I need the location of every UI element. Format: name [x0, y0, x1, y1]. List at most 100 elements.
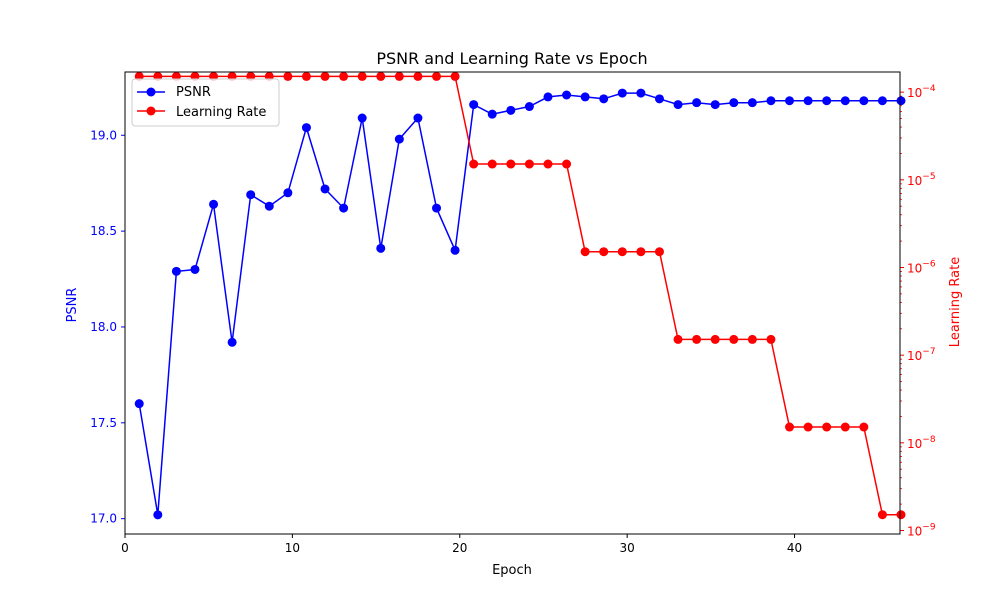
psnr-point	[413, 113, 423, 123]
learning-rate-point	[301, 71, 311, 81]
learning-rate-point	[673, 334, 683, 344]
learning-rate-point	[580, 247, 590, 257]
learning-rate-point	[450, 71, 460, 81]
learning-rate-point	[487, 159, 497, 169]
learning-rate-point	[543, 159, 553, 169]
left-axis-ticks: 17.0 17.5 18.0 18.5 19.0	[90, 128, 125, 526]
learning-rate-point	[654, 247, 664, 257]
x-tick-label: 40	[787, 541, 802, 555]
right-tick-label: 10−7	[907, 347, 936, 363]
learning-rate-point	[394, 71, 404, 81]
left-tick-label: 19.0	[90, 128, 117, 142]
left-tick-label: 18.5	[90, 224, 117, 238]
legend-box	[131, 78, 280, 127]
psnr-point	[357, 113, 367, 123]
psnr-point	[301, 123, 311, 133]
psnr-point	[747, 98, 757, 108]
learning-rate-point	[896, 510, 906, 520]
psnr-series-line	[138, 92, 901, 515]
psnr-point	[227, 337, 237, 347]
psnr-point	[394, 134, 404, 144]
learning-rate-point	[469, 159, 479, 169]
psnr-point	[859, 96, 869, 106]
psnr-point	[729, 98, 739, 108]
psnr-point	[487, 109, 497, 119]
psnr-point	[636, 88, 646, 98]
x-axis-ticks: 0 10 20 30 40	[121, 534, 802, 555]
psnr-point	[320, 184, 330, 194]
psnr-point	[673, 100, 683, 110]
learning-rate-point	[710, 334, 720, 344]
learning-rate-point	[803, 422, 813, 432]
legend-psnr-label: PSNR	[176, 85, 211, 100]
learning-rate-point	[599, 247, 609, 257]
psnr-point	[376, 243, 386, 253]
psnr-point	[339, 203, 349, 213]
psnr-point	[524, 102, 534, 112]
learning-rate-point	[432, 71, 442, 81]
psnr-point	[766, 96, 776, 106]
learning-rate-point	[524, 159, 534, 169]
learning-rate-point	[766, 334, 776, 344]
psnr-point	[580, 92, 590, 102]
learning-rate-point	[822, 422, 832, 432]
psnr-point	[506, 105, 516, 115]
right-tick-label: 10−9	[907, 522, 936, 538]
right-axis-ticks: 10−9 10−8 10−7 10−6 10−5 10−4	[900, 84, 936, 538]
psnr-point	[840, 96, 850, 106]
chart-title: PSNR and Learning Rate vs Epoch	[376, 49, 647, 68]
learning-rate-point	[877, 510, 887, 520]
psnr-point	[209, 199, 219, 209]
psnr-point	[264, 201, 274, 211]
learning-rate-point	[747, 334, 757, 344]
left-tick-label: 18.0	[90, 320, 117, 334]
x-tick-label: 0	[121, 541, 129, 555]
psnr-point	[822, 96, 832, 106]
learning-rate-point	[339, 71, 349, 81]
x-tick-label: 30	[620, 541, 635, 555]
right-tick-label: 10−4	[907, 84, 936, 100]
psnr-point	[469, 100, 479, 110]
learning-rate-point	[376, 71, 386, 81]
psnr-point	[246, 190, 256, 200]
left-tick-label: 17.5	[90, 416, 117, 430]
learning-rate-point	[357, 71, 367, 81]
plot-frame	[124, 71, 901, 535]
legend: PSNR Learning Rate	[131, 78, 280, 127]
psnr-point	[543, 92, 553, 102]
series-layer	[134, 71, 906, 520]
right-tick-label: 10−6	[907, 259, 936, 275]
x-tick-label: 20	[452, 541, 467, 555]
psnr-point	[134, 399, 144, 409]
learning-rate-point	[840, 422, 850, 432]
psnr-point	[283, 188, 293, 198]
x-tick-label: 10	[285, 541, 300, 555]
psnr-point	[785, 96, 795, 106]
psnr-point	[877, 96, 887, 106]
learning-rate-point	[413, 71, 423, 81]
psnr-point	[617, 88, 627, 98]
psnr-point	[654, 94, 664, 104]
learning-rate-point	[785, 422, 795, 432]
right-tick-label: 10−5	[907, 172, 936, 188]
psnr-point	[896, 96, 906, 106]
learning-rate-point	[320, 71, 330, 81]
psnr-point	[562, 90, 572, 100]
legend-lr-label: Learning Rate	[176, 105, 266, 120]
psnr-point	[432, 203, 442, 213]
psnr-point	[710, 100, 720, 110]
left-tick-label: 17.0	[90, 512, 117, 526]
learning-rate-point	[859, 422, 869, 432]
learning-rate-point	[617, 247, 627, 257]
learning-rate-point	[692, 334, 702, 344]
learning-rate-point	[729, 334, 739, 344]
psnr-point	[171, 266, 181, 276]
psnr-point	[692, 98, 702, 108]
x-axis-label: Epoch	[492, 563, 532, 578]
legend-lr-marker	[146, 106, 156, 116]
learning-rate-series-line	[139, 75, 901, 516]
psnr-point	[803, 96, 813, 106]
right-axis-label: Learning Rate	[948, 257, 963, 347]
psnr-point	[599, 94, 609, 104]
